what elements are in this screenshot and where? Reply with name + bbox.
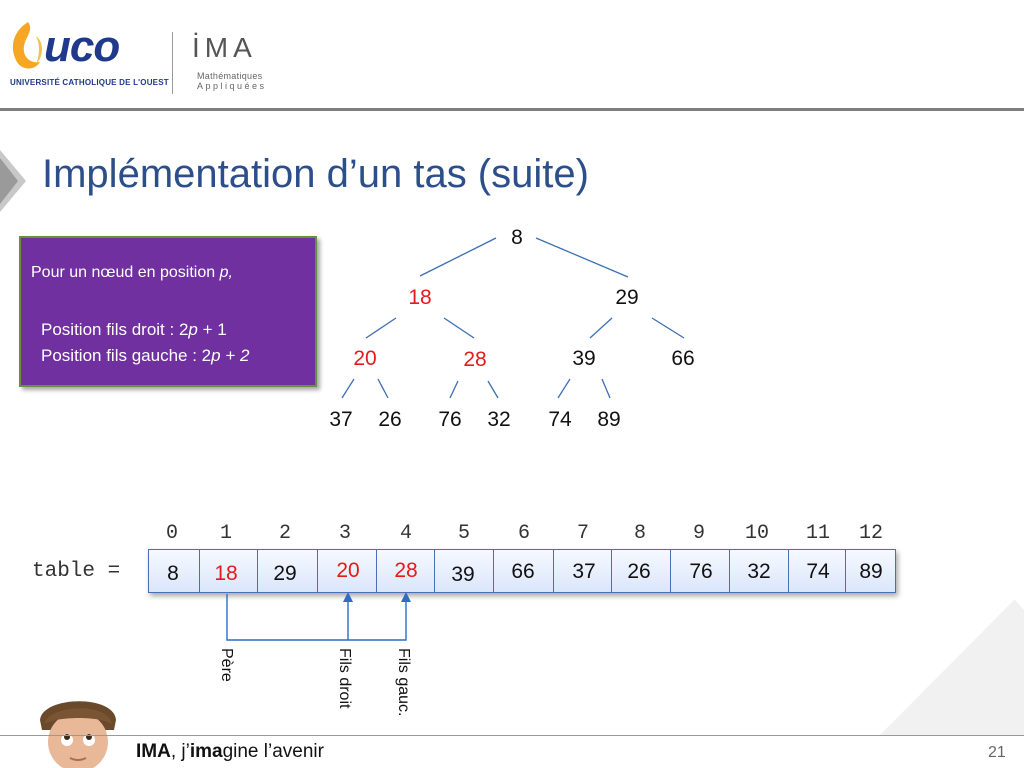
array-index: 0 <box>165 522 179 545</box>
ima-subtitle-line2: Appliquées <box>197 81 267 91</box>
array-value: 66 <box>511 560 535 583</box>
array-index: 3 <box>338 522 352 545</box>
array-index: 10 <box>744 522 770 545</box>
tree-node-11: 74 <box>548 408 572 431</box>
info-box: Pour un nœud en position p, Position fil… <box>19 236 317 387</box>
info-line-2: Position fils droit : 2p + 1 <box>41 320 227 339</box>
tree-node-6: 66 <box>671 347 695 370</box>
array-index: 1 <box>219 522 233 545</box>
array-value: 29 <box>273 562 297 585</box>
array-value: 76 <box>689 560 713 583</box>
array-value: 39 <box>451 563 475 586</box>
tree-node-5: 39 <box>572 347 596 370</box>
array-value: 8 <box>167 562 179 585</box>
array-value: 37 <box>572 560 596 583</box>
array-cell <box>318 550 377 592</box>
array-cell <box>612 550 671 592</box>
array-cell <box>494 550 554 592</box>
array-value: 32 <box>747 560 771 583</box>
tree-node-3: 20 <box>353 347 377 370</box>
page-number: 21 <box>988 744 1006 761</box>
header-rule <box>0 108 1024 111</box>
array-index: 4 <box>399 522 413 545</box>
array-cell <box>377 550 435 592</box>
array-index: 5 <box>457 522 471 545</box>
mascot-face-icon <box>40 701 116 768</box>
array-index: 9 <box>692 522 706 545</box>
label-pere: Père <box>218 648 235 682</box>
tree-node-10: 32 <box>487 408 511 431</box>
footer-tagline: IMA, j’imagine l’avenir <box>136 741 324 762</box>
tree-node-9: 76 <box>438 408 462 431</box>
array-value: 28 <box>394 559 418 582</box>
array-cell <box>789 550 846 592</box>
array-index: 6 <box>517 522 531 545</box>
tree-node-root: 8 <box>511 226 523 249</box>
tree-node-12: 89 <box>597 408 621 431</box>
tree-node-7: 37 <box>329 408 353 431</box>
array-value: 74 <box>806 560 830 583</box>
array-value: 20 <box>336 559 360 582</box>
tree-node-4: 28 <box>463 348 487 371</box>
array-cell <box>258 550 318 592</box>
ima-logo: İMA <box>192 32 257 63</box>
footer-rule <box>0 735 1024 736</box>
uco-subtitle: UNIVERSITÉ CATHOLIQUE DE L'OUEST <box>10 78 169 87</box>
array-box <box>148 549 896 593</box>
array-index: 8 <box>633 522 647 545</box>
logo-divider <box>172 32 173 94</box>
tree-node-1: 18 <box>408 286 432 309</box>
array-cell <box>671 550 730 592</box>
array-index: 12 <box>858 522 884 545</box>
info-line-3: Position fils gauche : 2p + 2 <box>41 346 250 365</box>
tree-node-8: 26 <box>378 408 402 431</box>
tree-node-2: 29 <box>615 286 639 309</box>
array-index: 7 <box>576 522 590 545</box>
array-cell <box>435 550 494 592</box>
slide-title: Implémentation d’un tas (suite) <box>42 152 589 196</box>
info-line-1: Pour un nœud en position p, <box>31 264 233 281</box>
array-value: 89 <box>859 560 883 583</box>
array-cell <box>730 550 789 592</box>
array-cell <box>554 550 612 592</box>
array-value: 18 <box>214 562 238 585</box>
array-index: 11 <box>805 522 831 545</box>
ima-subtitle-line1: Mathématiques <box>197 71 263 81</box>
uco-logo: uco <box>44 22 120 71</box>
label-fils-droit: Fils droit <box>336 648 353 709</box>
array-value: 26 <box>627 560 651 583</box>
array-cell <box>149 550 200 592</box>
array-index: 2 <box>278 522 292 545</box>
table-label: table = <box>32 560 121 583</box>
label-fils-gauc: Fils gauc. <box>395 648 412 717</box>
array-cell <box>200 550 258 592</box>
uco-flame-icon <box>12 22 42 69</box>
